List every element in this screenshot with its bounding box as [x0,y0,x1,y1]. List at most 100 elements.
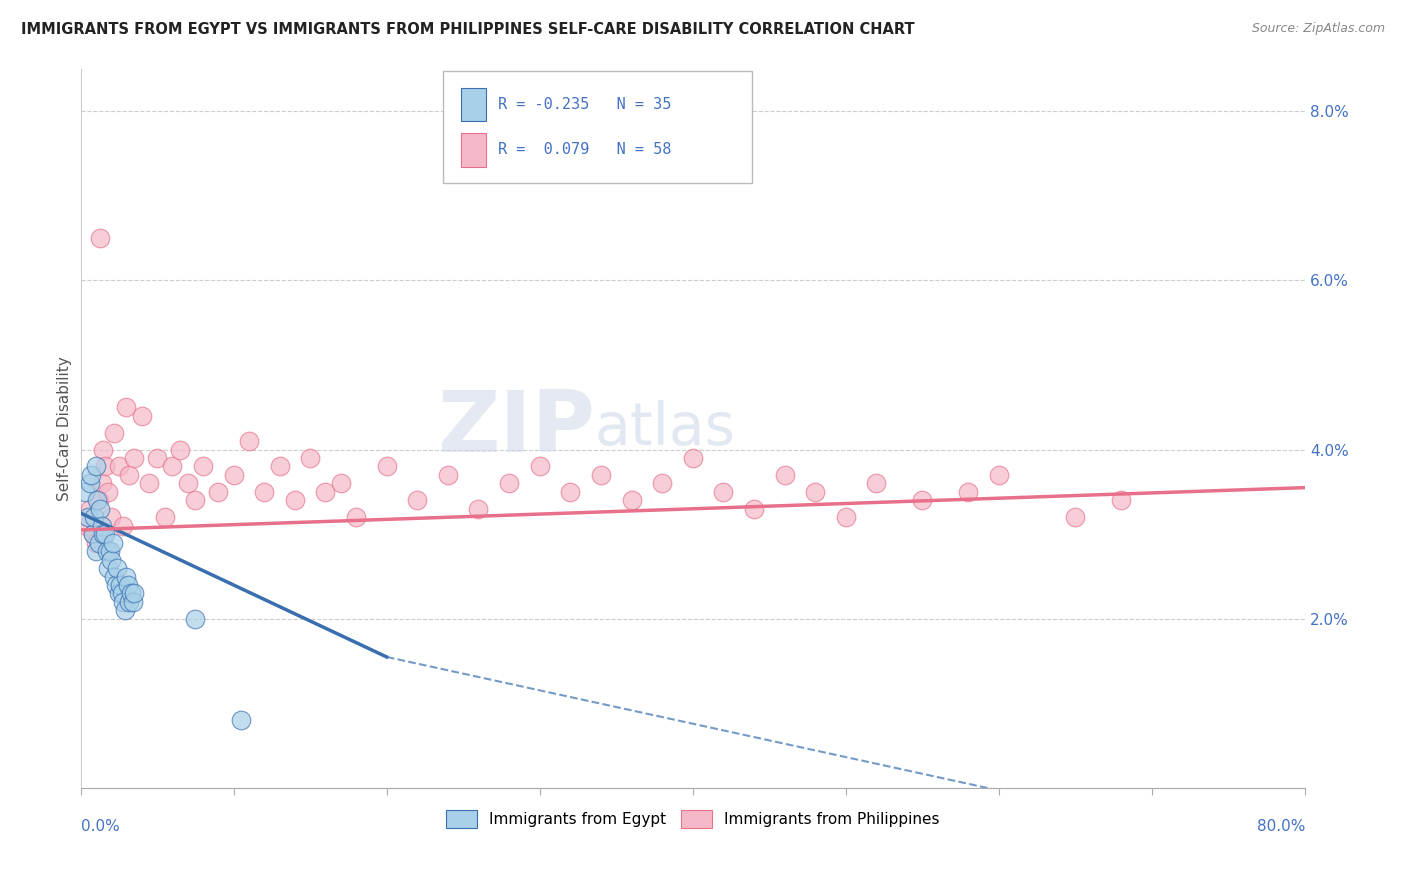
Point [269,459,291,474]
Point [1064,510,1087,524]
Point [107,459,129,474]
Point [957,484,980,499]
Point [104,578,127,592]
Point [284,493,307,508]
Point [987,467,1010,482]
Point [87,535,110,549]
Point [184,493,207,508]
Point [93,527,115,541]
Point [121,595,143,609]
Point [560,484,582,499]
Text: Source: ZipAtlas.com: Source: ZipAtlas.com [1251,22,1385,36]
Point [222,467,245,482]
Point [98,544,121,558]
Point [467,501,489,516]
Point [153,510,176,524]
Point [162,459,184,474]
Point [100,552,122,566]
Point [103,569,125,583]
Point [329,476,352,491]
Point [77,510,100,524]
Text: 0.0%: 0.0% [80,820,120,834]
Point [804,484,827,499]
Point [773,467,796,482]
Point [96,544,118,558]
Point [94,459,117,474]
Point [107,586,129,600]
Point [682,450,704,465]
Point [75,484,97,499]
Point [184,612,207,626]
Point [169,442,191,457]
Point [231,714,253,728]
Point [651,476,673,491]
Point [589,467,612,482]
Point [94,527,117,541]
Text: ZIP: ZIP [437,387,595,470]
Point [911,493,934,508]
Point [82,527,104,541]
Point [79,476,101,491]
Text: R = -0.235   N = 35: R = -0.235 N = 35 [498,97,671,112]
Point [84,459,107,474]
Point [122,450,145,465]
Point [84,544,107,558]
Point [93,442,115,457]
Point [118,467,141,482]
Point [120,586,142,600]
Point [118,595,141,609]
Point [97,561,120,575]
Point [865,476,887,491]
Point [498,476,520,491]
Point [406,493,429,508]
Point [207,484,229,499]
Point [105,561,128,575]
Point [97,484,120,499]
Point [86,493,108,508]
Text: R =  0.079   N = 58: R = 0.079 N = 58 [498,142,671,157]
Point [191,459,214,474]
Point [103,425,125,440]
Point [101,535,124,549]
Point [344,510,367,524]
Point [115,569,138,583]
Point [117,578,139,592]
Point [91,476,114,491]
Point [76,518,98,533]
Point [253,484,276,499]
Point [114,603,136,617]
Point [100,510,122,524]
Point [314,484,336,499]
Point [83,510,105,524]
Point [1111,493,1133,508]
Point [115,400,138,414]
Point [89,231,111,245]
Point [111,586,134,600]
Point [146,450,169,465]
Point [620,493,643,508]
Text: 80.0%: 80.0% [1257,820,1305,834]
Point [238,434,260,448]
Point [299,450,322,465]
Point [742,501,765,516]
Point [713,484,735,499]
Point [112,518,135,533]
Point [176,476,198,491]
Text: atlas: atlas [595,400,735,457]
Point [112,595,135,609]
Point [91,518,114,533]
Point [110,578,132,592]
Point [79,501,101,516]
Point [835,510,858,524]
Point [87,493,110,508]
Text: IMMIGRANTS FROM EGYPT VS IMMIGRANTS FROM PHILIPPINES SELF-CARE DISABILITY CORREL: IMMIGRANTS FROM EGYPT VS IMMIGRANTS FROM… [21,22,915,37]
Point [84,535,107,549]
Point [375,459,398,474]
Point [437,467,460,482]
Point [80,467,103,482]
Point [131,409,153,423]
Point [529,459,551,474]
Point [122,586,145,600]
Y-axis label: Self-Care Disability: Self-Care Disability [58,356,72,500]
Point [138,476,160,491]
